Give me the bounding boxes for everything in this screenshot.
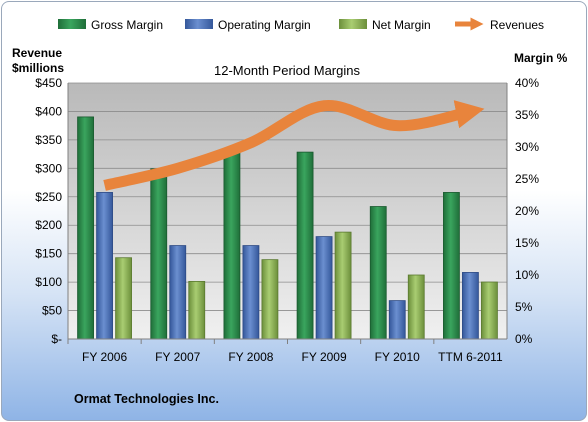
bar-net-margin xyxy=(115,257,132,340)
right-tick-label: 40% xyxy=(515,76,539,90)
bar-operating-margin xyxy=(242,245,260,340)
x-tick-label: TTM 6-2011 xyxy=(438,350,503,364)
bar-net-margin xyxy=(261,259,279,340)
x-tick-label: FY 2010 xyxy=(375,350,420,364)
left-tick-label: $400 xyxy=(35,104,62,118)
right-tick-label: 30% xyxy=(515,140,539,154)
bar-net-margin xyxy=(407,274,425,340)
company-name: Ormat Technologies Inc. xyxy=(74,392,219,406)
legend: Gross Margin Operating Margin Net Margin… xyxy=(58,17,544,32)
left-tick-label: $350 xyxy=(35,133,62,147)
bar-gross-margin xyxy=(77,116,94,340)
legend-item-revenues: Revenues xyxy=(455,17,544,32)
right-axis-title: Margin % xyxy=(514,51,568,65)
bar-gross-margin xyxy=(443,192,460,340)
revenue-line xyxy=(103,100,485,191)
bar-gross-margin xyxy=(150,168,168,340)
left-tick-label: $150 xyxy=(35,247,62,261)
x-tick-label: FY 2006 xyxy=(82,350,127,364)
legend-item-operating-margin: Operating Margin xyxy=(185,18,311,32)
left-tick-label: $250 xyxy=(35,190,62,204)
legend-label-net: Net Margin xyxy=(372,18,431,32)
bar-gross-margin xyxy=(296,151,314,340)
legend-label-operating: Operating Margin xyxy=(218,18,311,32)
bar-gross-margin xyxy=(369,206,387,340)
x-tick-label: FY 2009 xyxy=(302,350,347,364)
legend-swatch-net xyxy=(339,19,367,29)
axes: $- $50 $100 $150 $200 $250 $300 $350 $400 $450 0% 5… xyxy=(35,76,539,364)
bar-operating-margin xyxy=(388,300,406,340)
chart-title: 12-Month Period Margins xyxy=(214,63,360,78)
right-tick-label: 0% xyxy=(515,332,533,346)
right-tick-label: 25% xyxy=(515,172,539,186)
right-tick-label: 10% xyxy=(515,268,539,282)
right-tick-label: 15% xyxy=(515,236,539,250)
left-tick-label: $- xyxy=(51,332,62,346)
right-tick-label: 20% xyxy=(515,204,539,218)
legend-item-gross-margin: Gross Margin xyxy=(58,18,163,32)
x-tick-label: FY 2008 xyxy=(228,350,273,364)
legend-item-net-margin: Net Margin xyxy=(339,18,431,32)
left-tick-label: $100 xyxy=(35,275,62,289)
revenue-line-layer xyxy=(103,100,485,191)
legend-swatch-operating xyxy=(185,19,213,29)
bar-net-margin xyxy=(481,281,498,340)
right-tick-label: 5% xyxy=(515,300,533,314)
legend-label-gross: Gross Margin xyxy=(91,18,163,32)
bar-operating-margin xyxy=(169,245,187,340)
left-tick-label: $300 xyxy=(35,161,62,175)
legend-swatch-gross xyxy=(58,19,86,29)
legend-label-revenues: Revenues xyxy=(490,18,544,32)
bar-operating-margin xyxy=(96,192,113,340)
left-axis-title-line1: Revenue xyxy=(12,46,62,60)
bar-gross-margin xyxy=(223,149,241,340)
bar-operating-margin xyxy=(462,272,479,340)
left-tick-label: $450 xyxy=(35,76,62,90)
bar-operating-margin xyxy=(315,236,333,340)
right-tick-label: 35% xyxy=(515,108,539,122)
bar-net-margin xyxy=(188,280,206,340)
left-tick-label: $200 xyxy=(35,218,62,232)
left-tick-label: $50 xyxy=(42,304,62,318)
bar-net-margin xyxy=(334,231,352,340)
x-tick-label: FY 2007 xyxy=(155,350,200,364)
left-axis-title-line2: $millions xyxy=(12,61,64,75)
